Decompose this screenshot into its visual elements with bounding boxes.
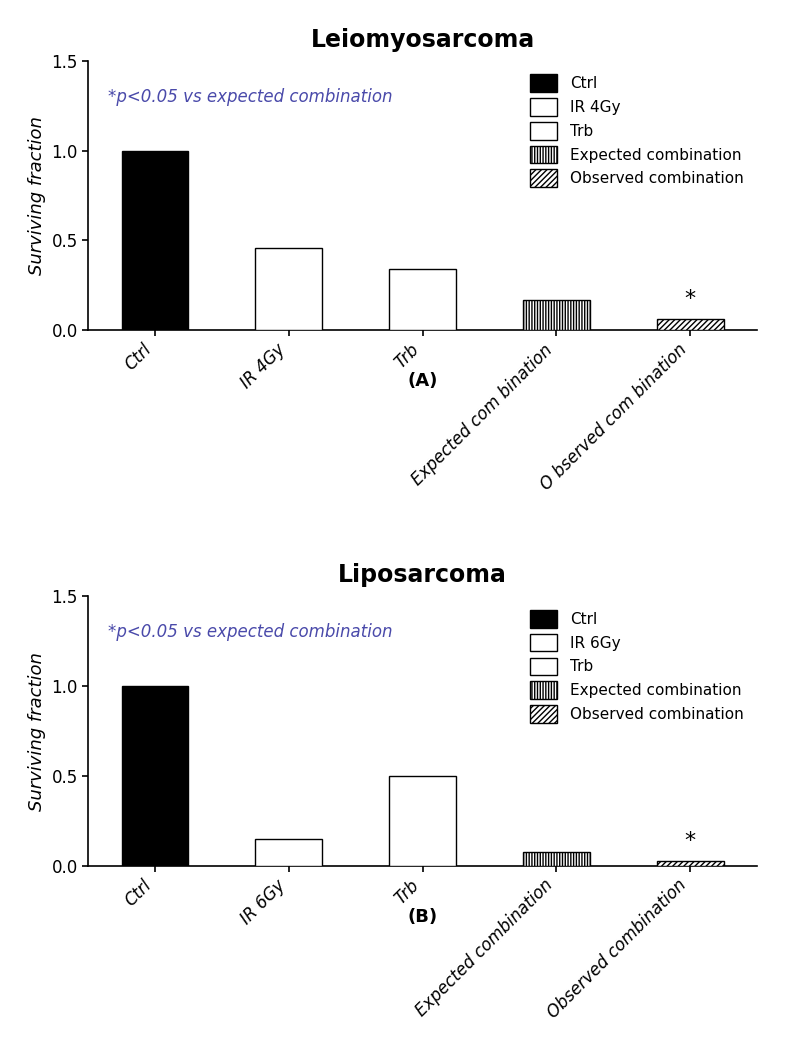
Legend: Ctrl, IR 6Gy, Trb, Expected combination, Observed combination: Ctrl, IR 6Gy, Trb, Expected combination,… — [524, 604, 750, 729]
Y-axis label: Surviving fraction: Surviving fraction — [27, 652, 46, 811]
Bar — [255, 839, 323, 866]
Title: Liposarcoma: Liposarcoma — [338, 564, 507, 587]
Title: Leiomyosarcoma: Leiomyosarcoma — [311, 27, 535, 51]
Bar — [255, 248, 323, 330]
Y-axis label: Surviving fraction: Surviving fraction — [27, 116, 46, 275]
Legend: Ctrl, IR 4Gy, Trb, Expected combination, Observed combination: Ctrl, IR 4Gy, Trb, Expected combination,… — [524, 68, 750, 193]
Bar — [657, 319, 724, 330]
Bar — [122, 150, 188, 330]
Bar — [122, 686, 188, 866]
Bar — [389, 776, 456, 866]
Text: *p<0.05 vs expected combination: *p<0.05 vs expected combination — [108, 624, 392, 642]
Bar — [657, 861, 724, 866]
Text: *p<0.05 vs expected combination: *p<0.05 vs expected combination — [108, 87, 392, 106]
Bar — [523, 299, 590, 330]
Text: *: * — [685, 289, 696, 309]
Text: (B): (B) — [407, 908, 438, 926]
Text: (A): (A) — [407, 372, 438, 391]
Text: *: * — [685, 831, 696, 851]
Bar — [389, 269, 456, 330]
Bar — [523, 852, 590, 866]
